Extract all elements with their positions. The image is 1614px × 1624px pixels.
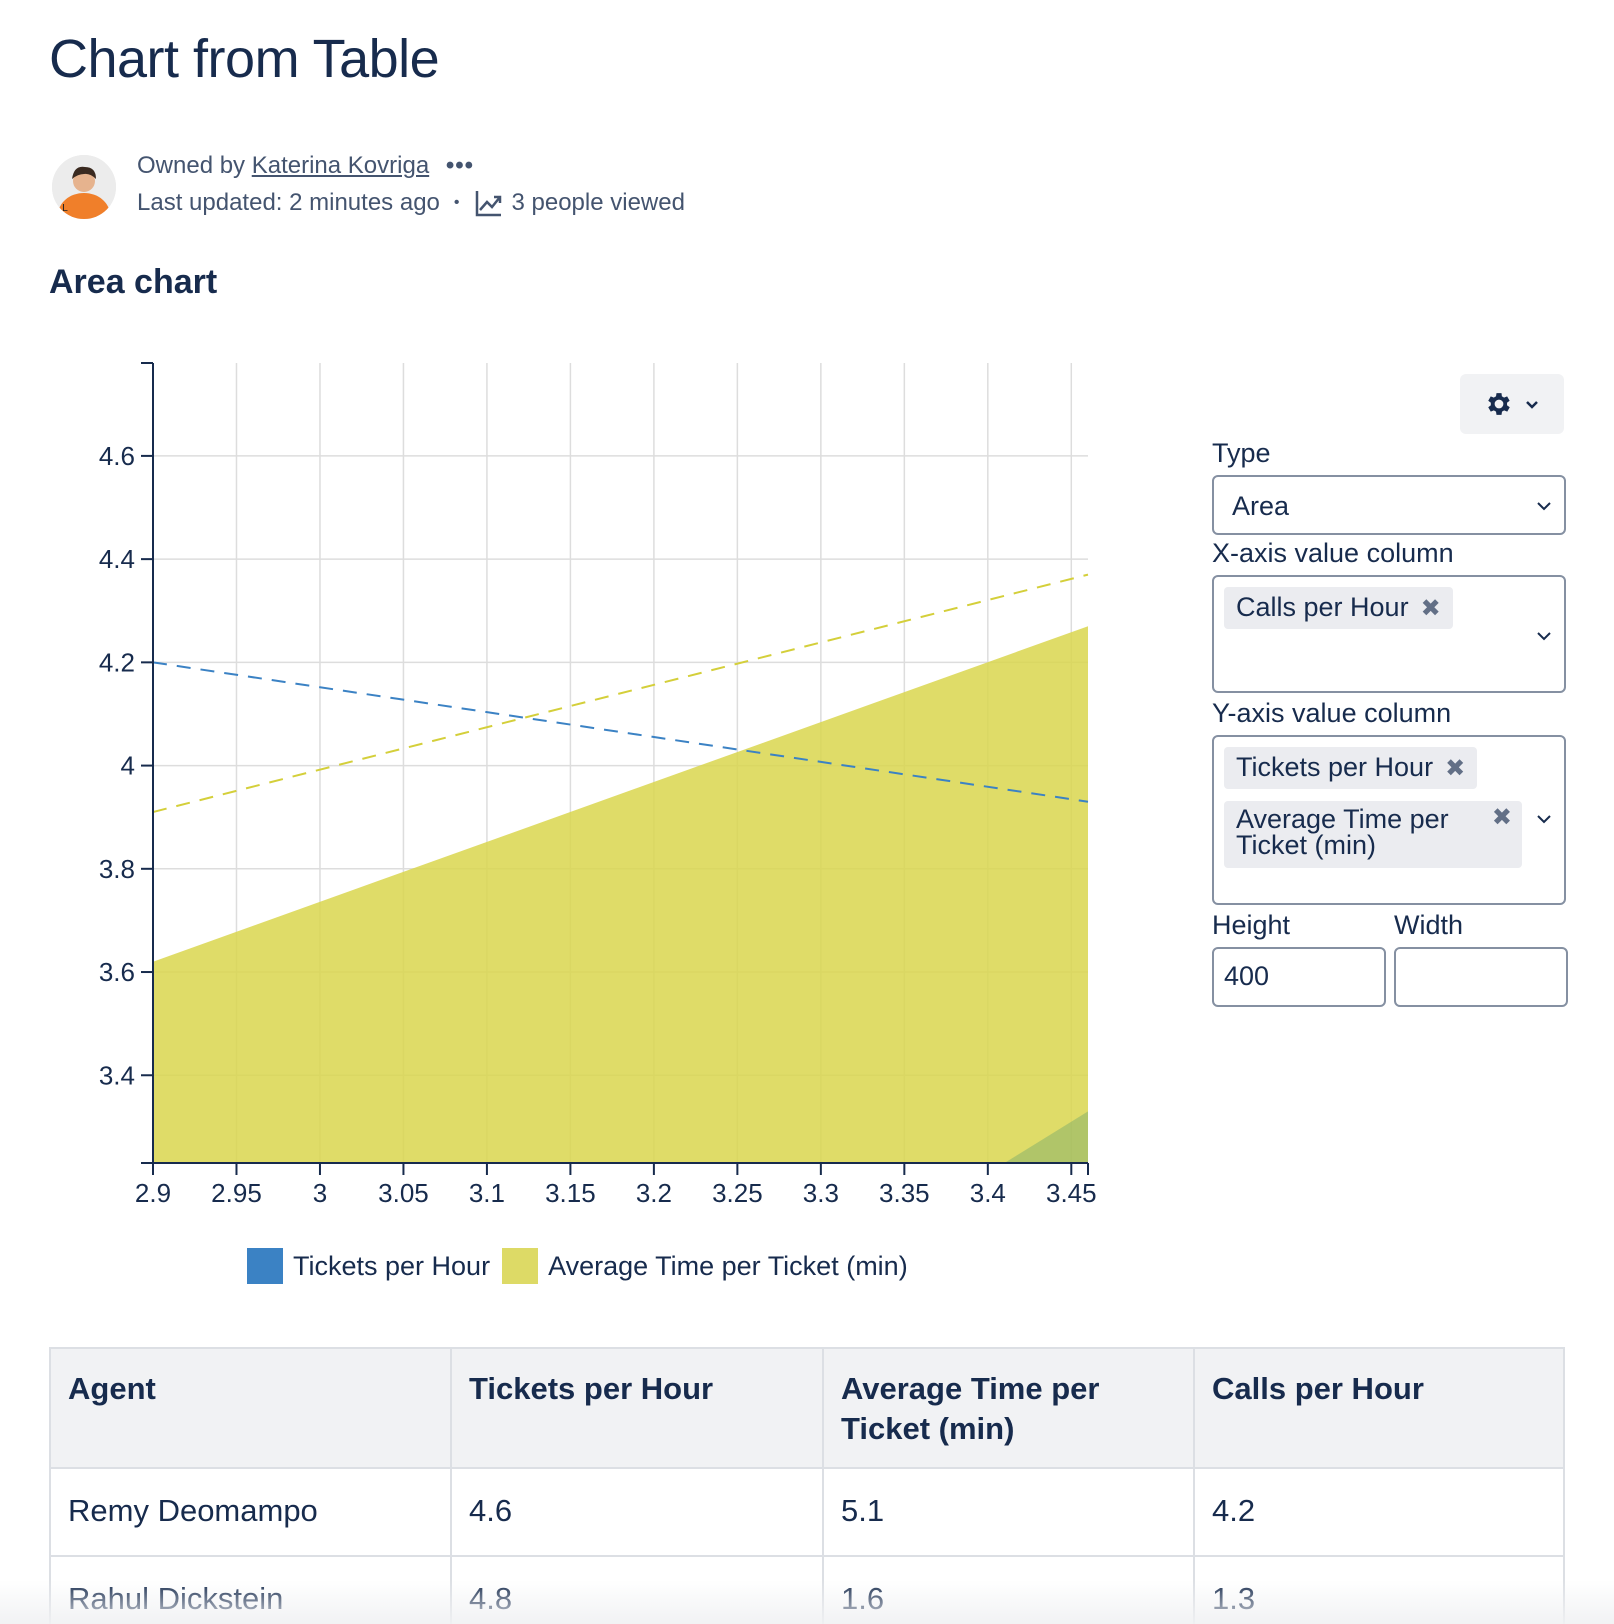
legend-label-avg-time: Average Time per Ticket (min) [548, 1250, 908, 1281]
avatar[interactable]: L [52, 155, 116, 219]
table-header-row: Agent Tickets per Hour Average Time per … [49, 1347, 1565, 1469]
svg-text:L: L [62, 203, 68, 214]
header-calls-per-hour: Calls per Hour [1193, 1347, 1565, 1469]
x-tick-label: 3.3 [803, 1178, 839, 1205]
area-average-time [153, 626, 1088, 1163]
y-axis-chip-avg-time-line1: Average Time per [1236, 804, 1449, 834]
chart-legend: Tickets per Hour Average Time per Ticket… [247, 1248, 920, 1284]
legend-swatch-avg-time [502, 1248, 539, 1284]
last-updated: Last updated: 2 minutes ago [137, 189, 440, 216]
trendline-average-time [152, 573, 1089, 814]
close-icon[interactable]: ✖ [1445, 755, 1466, 782]
x-tick-label: 2.95 [211, 1178, 262, 1205]
owner-link[interactable]: Katerina Kovriga [251, 152, 430, 179]
view-count[interactable]: 3 people viewed [511, 189, 685, 216]
close-icon[interactable]: ✖ [1420, 595, 1441, 622]
chevron-down-icon [1526, 401, 1538, 409]
close-icon[interactable]: ✖ [1491, 804, 1512, 831]
x-axis-select[interactable]: Calls per Hour ✖ [1212, 575, 1566, 693]
byline: L Owned by Katerina Kovriga ••• Last upd… [52, 152, 852, 222]
x-axis-chip: Calls per Hour ✖ [1224, 587, 1453, 629]
header-tickets-per-hour: Tickets per Hour [450, 1347, 824, 1469]
more-horizontal-icon[interactable]: ••• [445, 152, 475, 179]
updated-line: Last updated: 2 minutes ago • 3 people v… [137, 188, 685, 218]
area-tickets-per-hour [1004, 1111, 1088, 1163]
chevron-down-icon [1537, 502, 1551, 511]
separator-dot: • [453, 194, 460, 211]
legend-item-avg-time[interactable]: Average Time per Ticket (min) [502, 1248, 908, 1284]
x-tick-label: 3.35 [879, 1178, 930, 1205]
y-axis-chip-avg-time-line2: Ticket (min) [1236, 830, 1376, 860]
trendline-tickets-per-hour [152, 661, 1089, 803]
x-tick-label: 2.9 [135, 1178, 171, 1205]
x-tick-label: 3.4 [970, 1178, 1006, 1205]
x-tick-label: 3.05 [378, 1178, 429, 1205]
legend-label-tickets: Tickets per Hour [293, 1250, 491, 1281]
trend-up-icon [475, 191, 501, 217]
y-tick-label: 3.8 [99, 854, 135, 884]
type-select[interactable]: Area [1212, 475, 1566, 535]
y-tick-label: 4.4 [99, 544, 135, 574]
table-cell[interactable]: Remy Deomampo [49, 1467, 452, 1557]
x-tick-label: 3 [313, 1178, 327, 1205]
y-tick-label: 4 [121, 751, 135, 781]
table-cell[interactable]: 5.1 [822, 1467, 1195, 1557]
type-select-value: Area [1232, 491, 1290, 521]
page-title: Chart from Table [49, 29, 440, 89]
gear-icon [1488, 393, 1510, 415]
y-tick-label: 4.6 [99, 441, 135, 471]
chevron-down-icon [1537, 815, 1551, 824]
section-heading: Area chart [49, 263, 218, 301]
x-axis-label: X-axis value column [1212, 538, 1454, 568]
avatar-image: L [52, 155, 116, 219]
y-axis-chip-tickets: Tickets per Hour ✖ [1224, 747, 1478, 789]
owner-line: Owned by Katerina Kovriga ••• [137, 152, 474, 180]
legend-item-tickets[interactable]: Tickets per Hour [247, 1248, 490, 1284]
y-tick-label: 3.6 [99, 957, 135, 987]
chart-settings-button[interactable] [1460, 374, 1564, 434]
chevron-down-icon [1537, 632, 1551, 641]
table-cell[interactable]: 4.2 [1193, 1467, 1565, 1557]
legend-swatch-tickets [247, 1248, 283, 1284]
bottom-fade [0, 1580, 1614, 1624]
y-axis-chip-avg-time: Average Time per Ticket (min) ✖ [1224, 801, 1522, 868]
y-axis-select[interactable]: Tickets per Hour ✖ Average Time per Ticke… [1212, 735, 1566, 905]
x-axis-chip-label: Calls per Hour [1236, 592, 1409, 622]
header-average-time: Average Time per Ticket (min) [822, 1347, 1195, 1469]
height-label: Height [1212, 910, 1291, 940]
table-row: Remy Deomampo 4.6 5.1 4.2 [49, 1467, 1565, 1557]
x-tick-label: 3.2 [636, 1178, 672, 1205]
x-tick-label: 3.1 [469, 1178, 505, 1205]
owned-by-label: Owned by [137, 152, 246, 179]
y-tick-label: 3.4 [99, 1060, 135, 1090]
area-chart: 3.4 3.6 3.8 4 4.2 4.4 4.6 2.9 2.95 3 3.05 3.1 3.15 3.… [99, 362, 1097, 1205]
width-label: Width [1394, 910, 1464, 940]
x-tick-label: 3.25 [712, 1178, 763, 1205]
height-input[interactable]: 400 [1212, 947, 1386, 1007]
type-label: Type [1212, 438, 1271, 468]
width-input[interactable] [1394, 947, 1568, 1007]
x-tick-label: 3.15 [545, 1178, 596, 1205]
y-axis-chip-tickets-label: Tickets per Hour [1236, 752, 1434, 782]
y-tick-label: 4.2 [99, 647, 135, 677]
y-axis-label: Y-axis value column [1212, 698, 1452, 728]
x-tick-label: 3.45 [1046, 1178, 1097, 1205]
table-cell[interactable]: 4.6 [450, 1467, 824, 1557]
header-agent: Agent [49, 1347, 452, 1469]
